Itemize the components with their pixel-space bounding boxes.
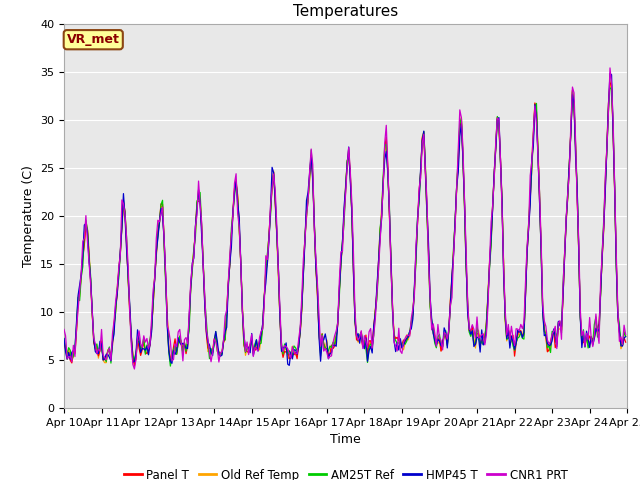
Text: VR_met: VR_met — [67, 33, 120, 46]
Title: Temperatures: Temperatures — [293, 4, 398, 19]
Legend: Panel T, Old Ref Temp, AM25T Ref, HMP45 T, CNR1 PRT: Panel T, Old Ref Temp, AM25T Ref, HMP45 … — [119, 464, 572, 480]
Y-axis label: Temperature (C): Temperature (C) — [22, 165, 35, 267]
X-axis label: Time: Time — [330, 433, 361, 446]
